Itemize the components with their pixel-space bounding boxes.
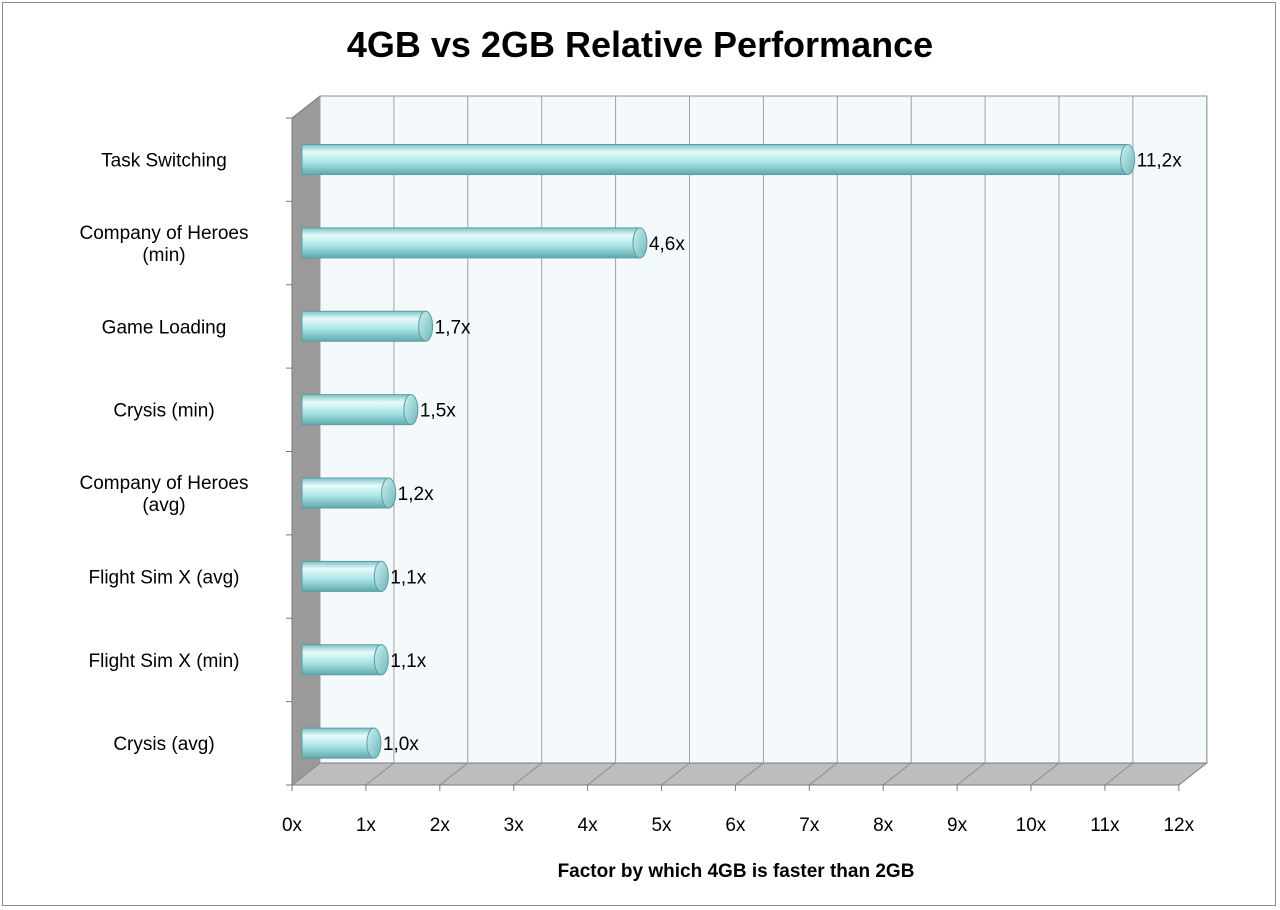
plot-walls [290,94,1209,787]
value-label: 1,0x [383,734,419,755]
side-wall [291,94,321,787]
x-tick-label: 9x [947,815,968,836]
floor-gridline [661,762,690,786]
bar-body [301,727,375,759]
bar [301,394,419,426]
x-tick-label: 1x [356,815,377,836]
bar [301,644,389,676]
x-tick-label: 6x [725,815,746,836]
floor-gridline [808,762,838,786]
bar [301,727,382,759]
category-label: (min) [142,245,185,266]
category-label: Company of Heroes [80,223,249,244]
floor-gridline [513,762,543,786]
bar-cap [373,644,389,676]
x-tick-labels: 0x 1x 2x 3x 4x 5x 6x 7x 8x 9x 10x 11x 12x [282,815,1195,836]
bar-body [301,227,641,259]
value-labels: 11,2x 4,6x 1,7x 1,5x 1,2x 1,1x 1,1x 1,0x [383,151,1182,756]
category-label: (avg) [142,495,185,516]
bar-cap [373,560,389,592]
value-label: 1,1x [390,567,426,588]
bar-body [301,394,412,426]
bar-body [301,644,382,676]
bar-cap [418,310,434,342]
bar [301,144,1136,176]
x-tick-label: 4x [578,815,599,836]
value-label: 1,2x [398,484,434,505]
category-label: Company of Heroes [80,473,249,494]
bar-cap [632,227,648,259]
x-tick-label: 5x [651,815,672,836]
floor-gridline [365,762,395,786]
category-label: Game Loading [102,317,227,338]
category-label: Flight Sim X (avg) [89,567,240,588]
x-tick-label: 10x [1016,815,1047,836]
floor-gridline [587,762,616,786]
x-tick-label: 12x [1163,815,1194,836]
bar [301,477,397,509]
category-label: Crysis (min) [113,401,214,422]
bar [301,560,389,592]
x-tick-label: 11x [1090,815,1120,836]
value-label: 1,7x [435,317,471,338]
floor-gridline [735,762,764,786]
floor-gridline [956,762,986,786]
x-tick-label: 8x [873,815,894,836]
floor-gridline [1104,762,1134,786]
value-label: 11,2x [1137,151,1183,172]
bar-cap [1120,144,1136,176]
value-label: 4,6x [649,234,685,255]
chart-title: 4GB vs 2GB Relative Performance [346,24,934,65]
x-tick-label: 2x [430,815,451,836]
value-label: 1,5x [420,401,456,422]
floor-gridline [882,762,912,786]
bar-cap [381,477,397,509]
category-label: Task Switching [101,151,227,172]
bar-body [301,310,427,342]
bar [301,310,434,342]
x-tick-label: 7x [799,815,820,836]
floor-gridline [1030,762,1060,786]
bar-body [301,144,1129,176]
x-tick-label: 0x [282,815,303,836]
category-label: Crysis (avg) [113,734,214,755]
floor-gridline [291,762,321,786]
x-axis-title: Factor by which 4GB is faster than 2GB [558,861,915,882]
bar-cap [403,394,419,426]
floor-gridline [1178,762,1208,786]
floor-gridline [439,762,469,786]
bars [301,144,1136,759]
value-label: 1,1x [390,651,426,672]
bar-body [301,477,390,509]
category-label: Flight Sim X (min) [89,651,240,672]
bar-body [301,560,382,592]
x-tick-label: 3x [504,815,525,836]
bar [301,227,648,259]
bar-cap [366,727,382,759]
